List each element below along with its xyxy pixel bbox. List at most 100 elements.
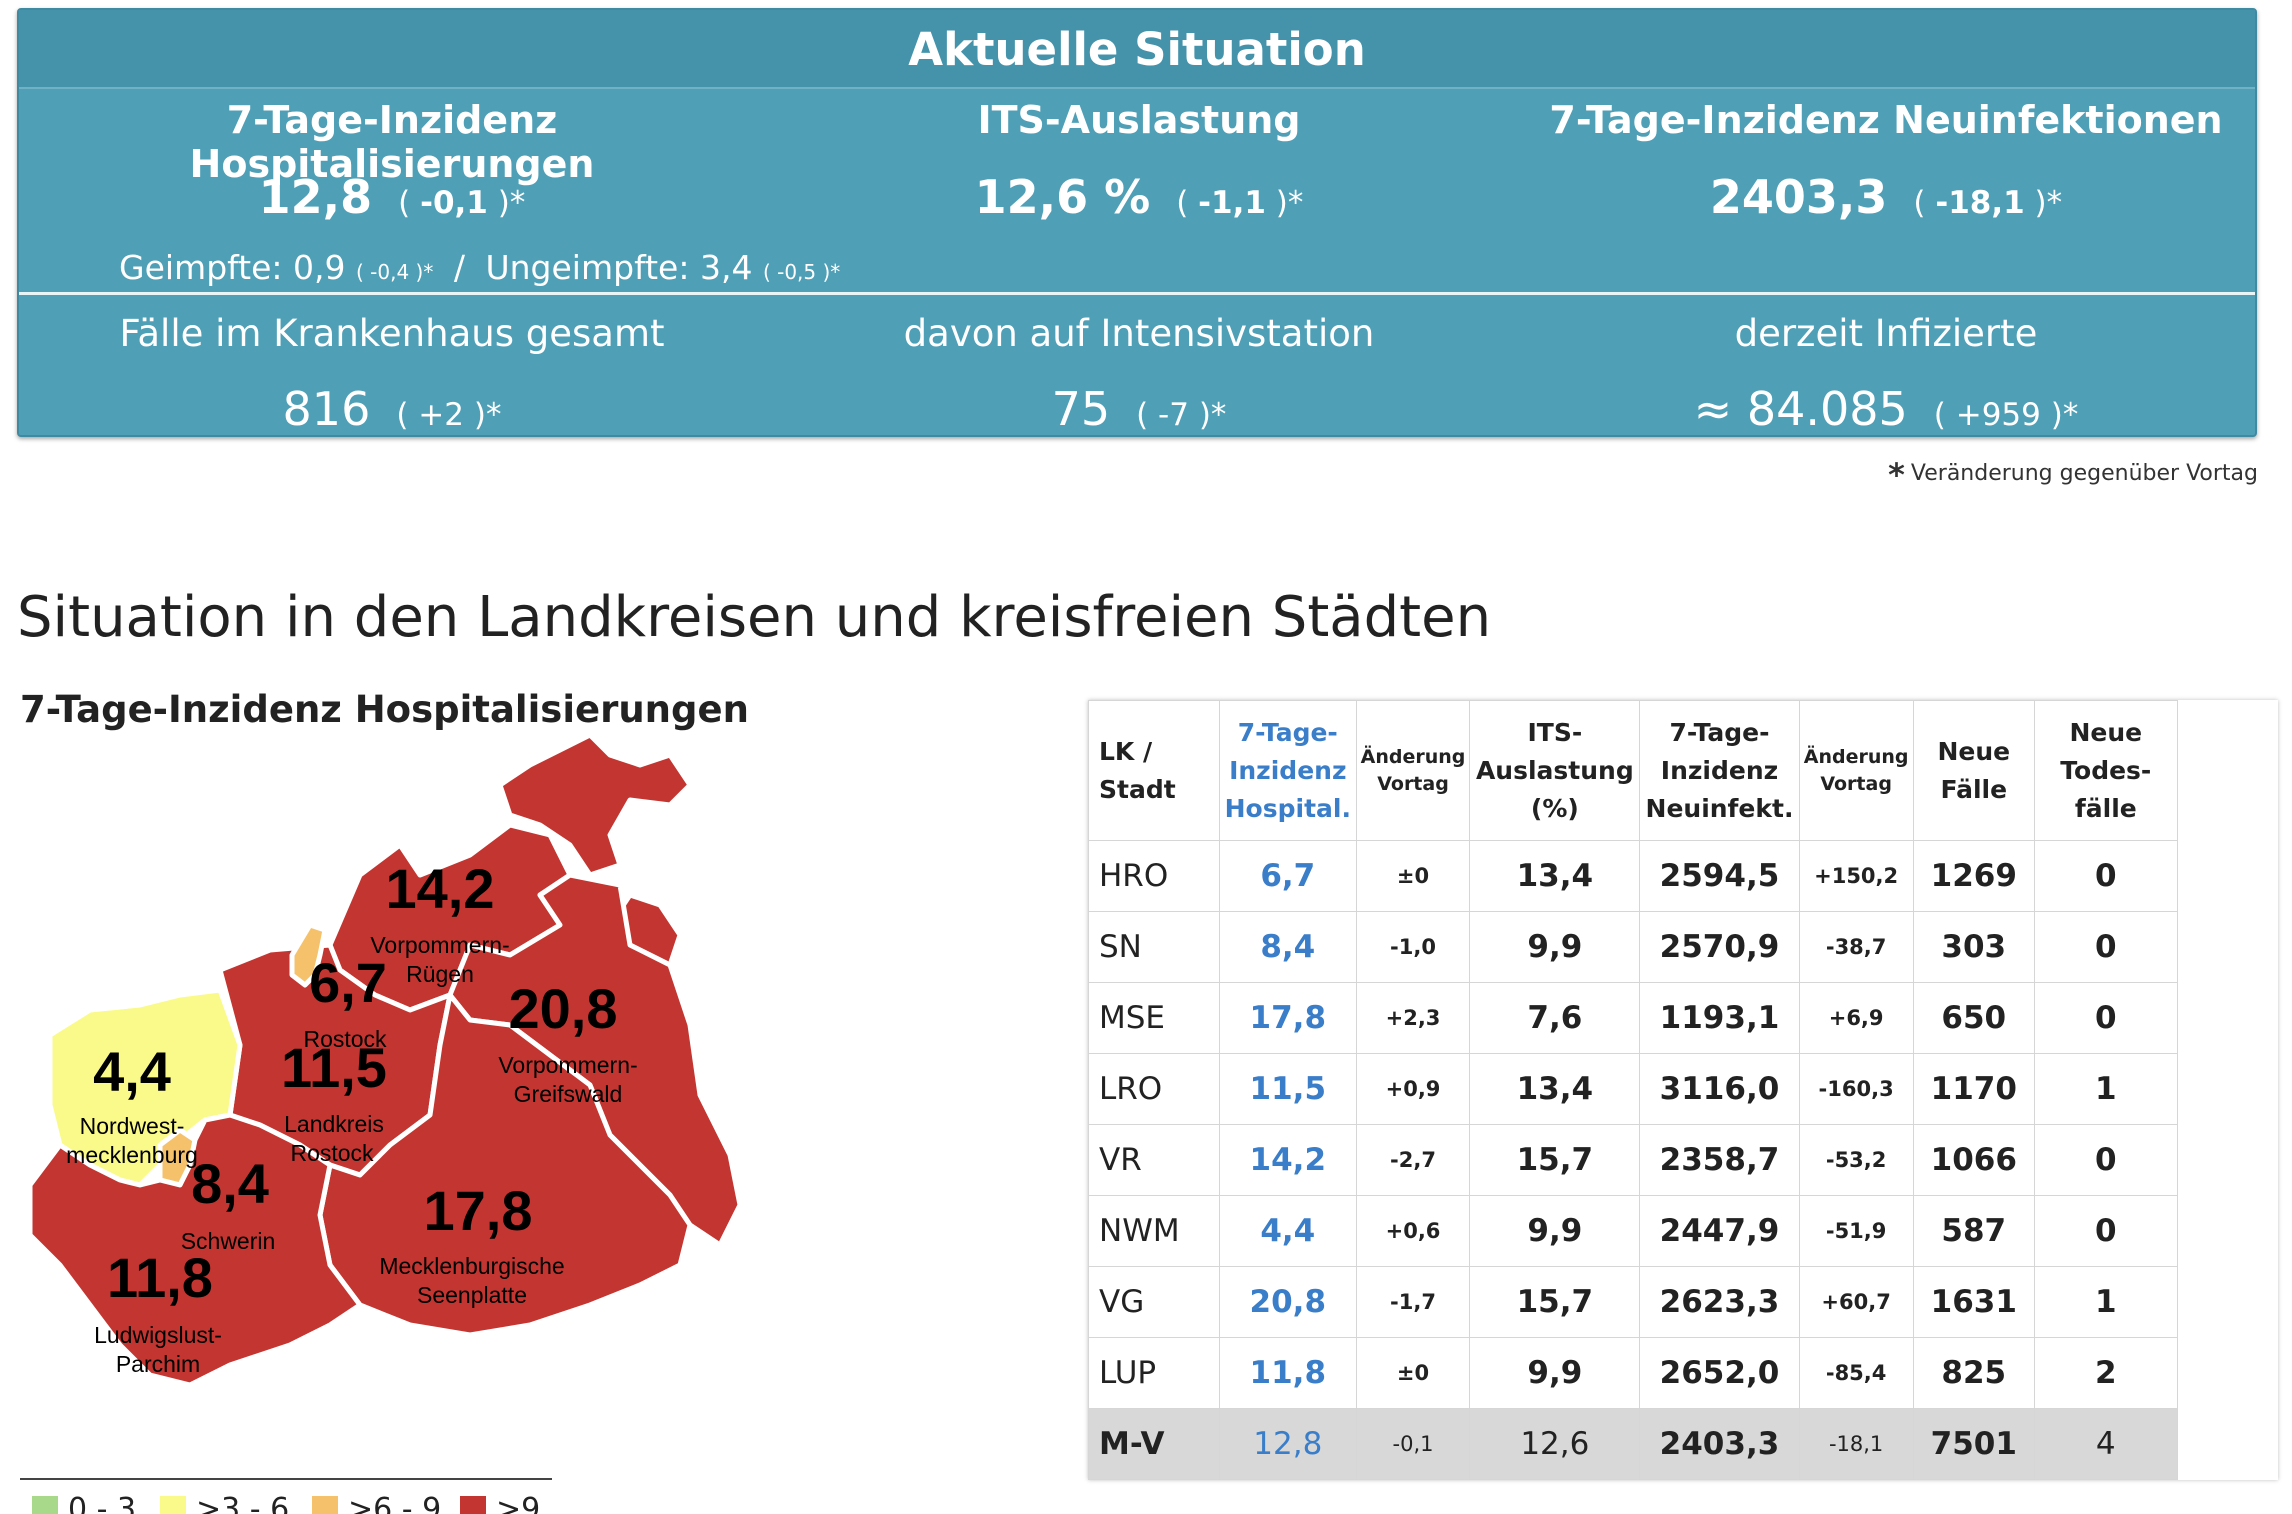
cell-new-cases: 1269 [1912,840,2036,912]
cell-district: MSE [1088,982,1220,1054]
cell-new-cases: 303 [1912,911,2036,983]
map-value-rostock: 6,7 [309,951,387,1014]
cell-new-infections: 3116,0 [1639,1053,1800,1125]
cell-district: LUP [1088,1337,1220,1409]
summary-divider [19,292,2255,295]
map-label-landkreis-rostock-1: Landkreis [284,1111,384,1137]
header-new-cases[interactable]: Neue Fälle [1912,700,2036,841]
table-row: HRO 6,7 ±0 13,4 2594,5 +150,2 1269 0 [1088,840,2278,912]
cell-new-infections: 2623,3 [1639,1266,1800,1338]
kpi-new-infections-value: 2403,3 ( -18,1 )* [1513,170,2259,224]
cell-its: 7,6 [1469,982,1641,1054]
vaccination-separator: / [453,248,465,287]
cell-hosp-change: ±0 [1355,1337,1471,1409]
legend-item-0-3: 0 - 3 [32,1492,136,1514]
cell-district: SN [1088,911,1220,983]
cell-new-infections-change: -160,3 [1798,1053,1914,1125]
kpi-new-infections-change: ( -18,1 )* [1913,185,2063,221]
kpi-new-infections-number: 2403,3 [1709,170,1888,224]
header-district[interactable]: LK / Stadt [1088,700,1220,841]
icu-cases-change: ( -7 )* [1136,397,1227,433]
hospital-cases-label: Fälle im Krankenhaus gesamt [119,312,665,355]
hospital-cases-change: ( +2 )* [396,397,502,433]
region-mecklenburgische-seenplatte[interactable] [317,992,693,1338]
table-row: LRO 11,5 +0,9 13,4 3116,0 -160,3 1170 1 [1088,1053,2278,1125]
cell-new-cases: 587 [1912,1195,2036,1267]
unvaccinated-value: Ungeimpfte: 3,4 [485,248,753,287]
cell-new-cases: 1631 [1912,1266,2036,1338]
cell-new-infections: 2358,7 [1639,1124,1800,1196]
map-value-landkreis-rostock: 11,5 [281,1036,387,1099]
map-label-mecklenburgische-seenplatte-1: Mecklenburgische [379,1253,564,1279]
hospital-cases-value: 816 ( +2 )* [19,382,765,436]
cell-hosp-incidence: 17,8 [1218,982,1357,1054]
header-its[interactable]: ITS- Auslastung (%) [1469,700,1641,841]
footnote-star: * [1888,456,1905,494]
cell-new-infections: 2594,5 [1639,840,1800,912]
header-new-deaths[interactable]: Neue Todes-fälle [2034,700,2178,841]
map-label-ludwigslust-parchim-2: Parchim [116,1351,200,1377]
cell-new-infections-change: -18,1 [1798,1408,1914,1480]
cell-hosp-incidence: 11,8 [1218,1337,1357,1409]
cell-hosp-change: -0,1 [1355,1408,1471,1480]
cell-new-infections-change: +150,2 [1798,840,1914,912]
header-new-infections-change[interactable]: Änderung Vortag [1798,700,1914,841]
cell-new-deaths: 2 [2034,1337,2178,1409]
cell-district: HRO [1088,840,1220,912]
cell-new-infections-change: -85,4 [1798,1337,1914,1409]
cell-new-infections: 2447,9 [1639,1195,1800,1267]
cell-its: 13,4 [1469,840,1641,912]
region-ruegen-island[interactable] [497,732,693,878]
cell-new-infections-change: -51,9 [1798,1195,1914,1267]
cell-new-cases: 650 [1912,982,2036,1054]
map-label-vorpommern-greifswald-2: Greifswald [514,1081,623,1107]
kpi-hosp-incidence-change: ( -0,1 )* [398,185,526,221]
kpi-hosp-incidence-label: 7-Tage-Inzidenz Hospitalisierungen [189,98,595,186]
district-map: 14,2 Vorpommern- Rügen 6,7 Rostock 20,8 … [30,732,743,1388]
map-value-vorpommern-ruegen: 14,2 [386,857,495,920]
district-table: LK / Stadt 7-Tage- Inzidenz Hospital. Änder… [1088,700,2278,1480]
region-ludwigslust-parchim[interactable] [30,1112,363,1388]
cell-its: 9,9 [1469,1337,1641,1409]
kpi-hosp-incidence-value: 12,8 ( -0,1 )* [19,170,765,224]
header-hosp-incidence[interactable]: 7-Tage- Inzidenz Hospital. [1218,700,1357,841]
legend-item-6-9: >6 - 9 [312,1492,441,1514]
header-hosp-change[interactable]: Änderung Vortag [1355,700,1471,841]
header-new-infections[interactable]: 7-Tage- Inzidenz Neuinfekt. [1639,700,1800,841]
infected-number: ≈ 84.085 [1693,382,1908,436]
cell-hosp-incidence: 14,2 [1218,1124,1357,1196]
cell-district: VR [1088,1124,1220,1196]
kpi-its-number: 12,6 % [974,170,1151,224]
cell-hosp-change: +0,6 [1355,1195,1471,1267]
map-label-vorpommern-greifswald-1: Vorpommern- [498,1052,637,1078]
legend-swatch-0-3 [32,1496,58,1514]
infected-change: ( +959 )* [1933,397,2079,433]
cell-hosp-change: +0,9 [1355,1053,1471,1125]
cell-hosp-incidence: 20,8 [1218,1266,1357,1338]
cell-hosp-change: +2,3 [1355,982,1471,1054]
map-value-mecklenburgische-seenplatte: 17,8 [424,1179,533,1242]
cell-new-infections: 2570,9 [1639,911,1800,983]
map-label-landkreis-rostock-2: Rostock [290,1140,374,1166]
cell-hosp-incidence: 8,4 [1218,911,1357,983]
cell-its: 15,7 [1469,1266,1641,1338]
vaccinated-change: ( -0,4 )* [356,260,434,284]
table-row: VR 14,2 -2,7 15,7 2358,7 -53,2 1066 0 [1088,1124,2278,1196]
cell-new-infections-change: +60,7 [1798,1266,1914,1338]
map-legend: 0 - 3 >3 - 6 >6 - 9 >9 [20,1478,552,1514]
map-value-vorpommern-greifswald: 20,8 [509,977,618,1040]
cell-district: NWM [1088,1195,1220,1267]
cell-new-deaths: 0 [2034,1195,2178,1267]
footnote-text: Veränderung gegenüber Vortag [1910,461,2258,486]
cell-hosp-incidence: 6,7 [1218,840,1357,912]
map-label-mecklenburgische-seenplatte-2: Seenplatte [417,1282,527,1308]
map-value-nordwestmecklenburg: 4,4 [93,1040,171,1103]
cell-its: 15,7 [1469,1124,1641,1196]
map-label-ludwigslust-parchim-1: Ludwigslust- [94,1322,222,1348]
legend-item-9: >9 [460,1492,540,1514]
kpi-its-label: ITS-Auslastung [977,98,1301,142]
cell-new-infections-change: -53,2 [1798,1124,1914,1196]
cell-hosp-change: -1,7 [1355,1266,1471,1338]
cell-hosp-incidence: 11,5 [1218,1053,1357,1125]
cell-district: LRO [1088,1053,1220,1125]
